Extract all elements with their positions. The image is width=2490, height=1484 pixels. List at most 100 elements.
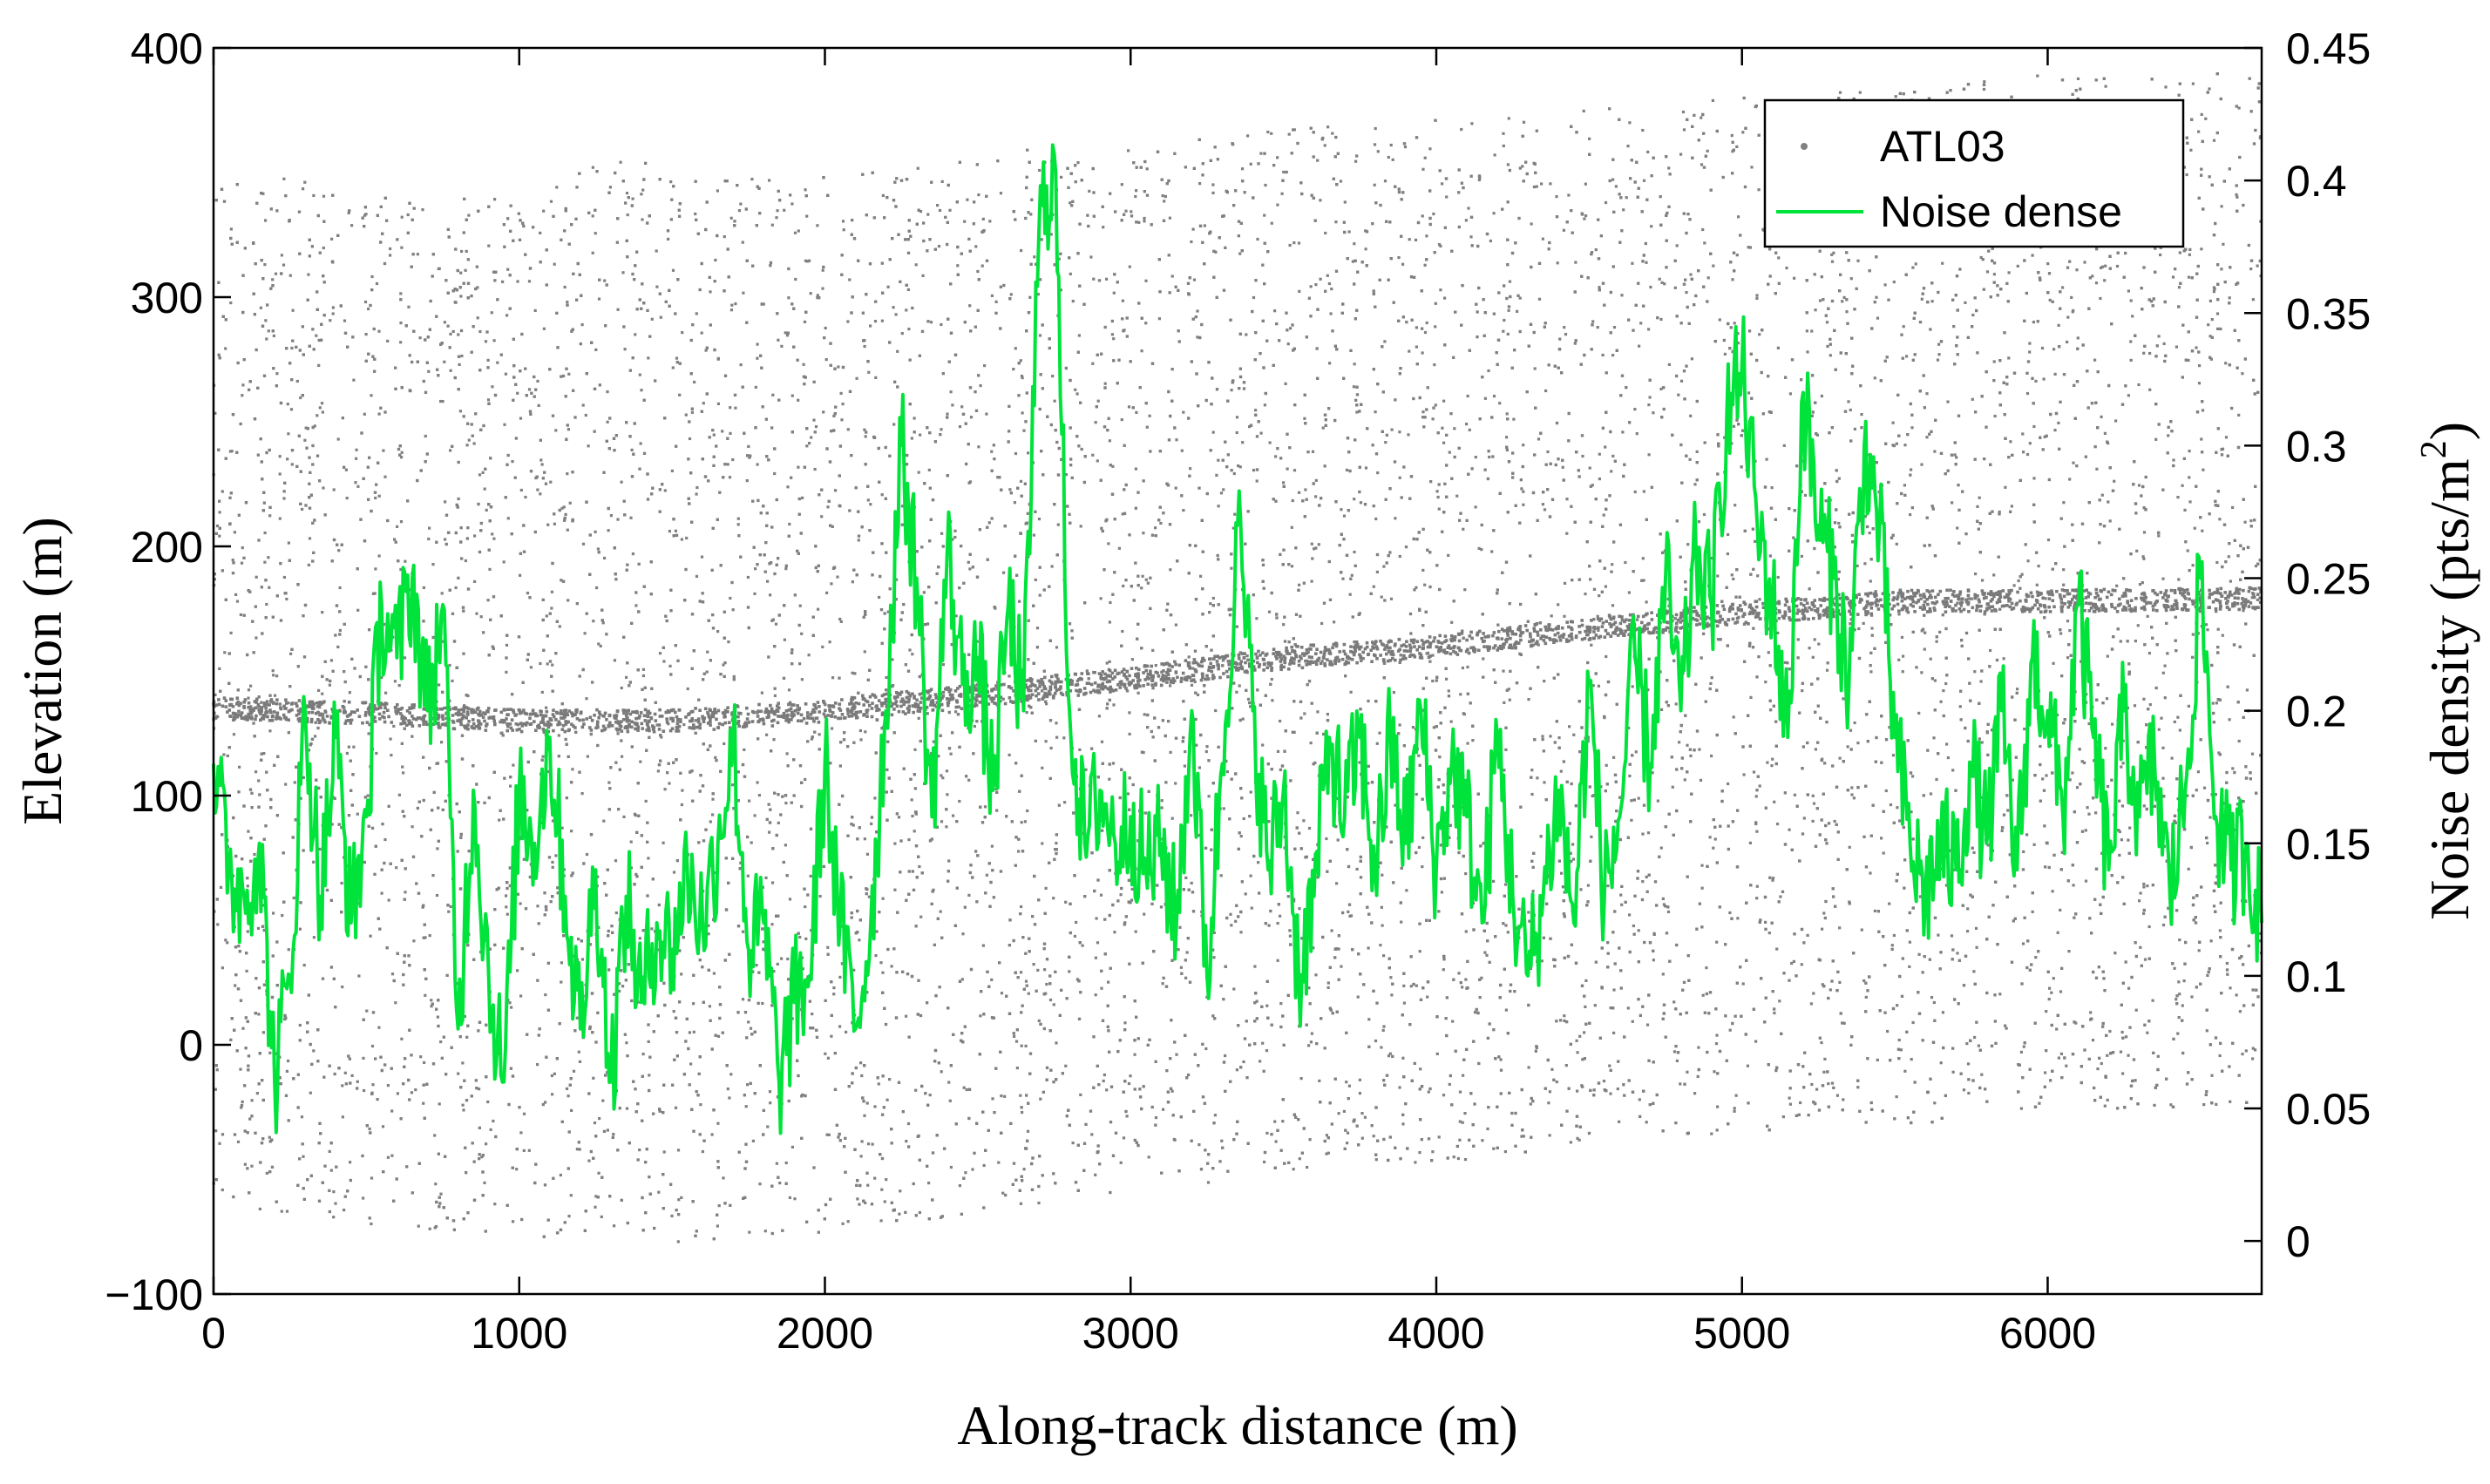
atl03-point xyxy=(307,273,310,276)
atl03-point xyxy=(1099,893,1103,897)
atl03-point xyxy=(1012,368,1015,371)
atl03-point xyxy=(356,812,359,816)
atl03-point xyxy=(1451,1020,1455,1023)
atl03-point xyxy=(1708,836,1712,839)
atl03-point xyxy=(1488,455,1491,459)
atl03-point xyxy=(866,1142,871,1146)
atl03-point xyxy=(1245,654,1249,658)
atl03-point xyxy=(2142,885,2146,889)
atl03-point xyxy=(1318,1079,1321,1082)
atl03-point xyxy=(880,319,884,322)
atl03-point xyxy=(1700,163,1704,166)
atl03-point xyxy=(601,621,605,625)
atl03-point xyxy=(439,1192,443,1196)
atl03-point xyxy=(824,326,827,330)
atl03-point xyxy=(1679,152,1683,156)
atl03-point xyxy=(224,347,227,350)
atl03-point xyxy=(1841,300,1844,303)
atl03-point xyxy=(1024,1044,1028,1047)
atl03-point xyxy=(985,873,988,877)
atl03-point xyxy=(1023,820,1027,823)
atl03-point xyxy=(1736,917,1740,920)
atl03-point xyxy=(451,679,454,682)
atl03-point xyxy=(407,305,410,308)
atl03-point xyxy=(2119,1050,2123,1054)
atl03-point xyxy=(2187,275,2191,279)
atl03-point xyxy=(1376,150,1380,153)
atl03-point xyxy=(1209,602,1212,606)
atl03-point xyxy=(778,1182,782,1185)
atl03-point xyxy=(1230,389,1233,392)
atl03-point xyxy=(1983,80,1986,84)
atl03-point xyxy=(760,691,763,695)
atl03-point xyxy=(1735,254,1739,257)
atl03-point xyxy=(267,329,270,333)
atl03-point xyxy=(1442,441,1446,444)
atl03-point xyxy=(563,285,567,289)
atl03-point xyxy=(544,993,547,997)
atl03-point xyxy=(863,837,866,841)
atl03-point xyxy=(638,937,641,940)
atl03-point xyxy=(1401,1056,1405,1060)
atl03-point xyxy=(945,769,949,773)
atl03-point xyxy=(1239,835,1243,838)
atl03-point xyxy=(1562,228,1565,232)
atl03-point xyxy=(1014,1040,1019,1043)
atl03-point xyxy=(940,774,943,777)
atl03-point xyxy=(1276,959,1279,962)
atl03-point xyxy=(705,670,709,674)
atl03-point xyxy=(2120,838,2123,842)
atl03-point xyxy=(1108,777,1111,781)
atl03-point xyxy=(1764,920,1767,924)
atl03-point xyxy=(2056,713,2059,716)
atl03-point xyxy=(1121,299,1124,302)
atl03-point xyxy=(1270,221,1273,225)
atl03-point xyxy=(2025,452,2030,457)
atl03-point xyxy=(299,796,302,800)
atl03-point xyxy=(303,438,307,442)
atl03-point xyxy=(769,593,772,597)
atl03-point xyxy=(549,200,553,203)
atl03-point xyxy=(583,632,587,635)
atl03-point xyxy=(1279,719,1282,723)
atl03-point xyxy=(540,463,544,466)
atl03-point xyxy=(828,640,831,644)
atl03-point xyxy=(1889,803,1893,807)
atl03-point xyxy=(742,291,745,295)
atl03-point xyxy=(2065,1064,2068,1067)
atl03-point xyxy=(1502,132,1505,135)
atl03-point xyxy=(1316,159,1320,162)
atl03-point xyxy=(746,874,750,878)
atl03-point xyxy=(2134,1008,2138,1012)
atl03-point xyxy=(824,1052,827,1055)
atl03-point xyxy=(2100,415,2103,418)
atl03-point xyxy=(364,333,368,336)
atl03-point xyxy=(797,398,800,402)
atl03-point xyxy=(1103,1073,1106,1077)
atl03-point xyxy=(1527,1066,1530,1069)
atl03-point xyxy=(739,202,743,206)
atl03-point xyxy=(1442,399,1446,403)
atl03-point xyxy=(264,888,268,891)
atl03-point xyxy=(240,1106,243,1109)
atl03-point xyxy=(577,1050,580,1054)
atl03-point xyxy=(1214,708,1218,713)
atl03-point xyxy=(2104,264,2107,268)
atl03-point xyxy=(2148,388,2152,391)
atl03-point xyxy=(1348,593,1352,596)
atl03-point xyxy=(2142,557,2146,560)
atl03-point xyxy=(254,636,258,640)
atl03-point xyxy=(1967,597,1971,600)
atl03-point xyxy=(1576,1089,1579,1093)
atl03-point xyxy=(821,268,824,272)
atl03-point xyxy=(629,840,633,844)
atl03-point xyxy=(2201,529,2204,532)
atl03-point xyxy=(763,1230,767,1233)
atl03-point xyxy=(1330,288,1333,291)
atl03-point xyxy=(777,821,780,824)
atl03-point xyxy=(1381,924,1384,927)
atl03-point xyxy=(865,1101,869,1105)
atl03-point xyxy=(1249,874,1252,878)
atl03-point xyxy=(2146,884,2149,888)
atl03-point xyxy=(1057,257,1061,261)
